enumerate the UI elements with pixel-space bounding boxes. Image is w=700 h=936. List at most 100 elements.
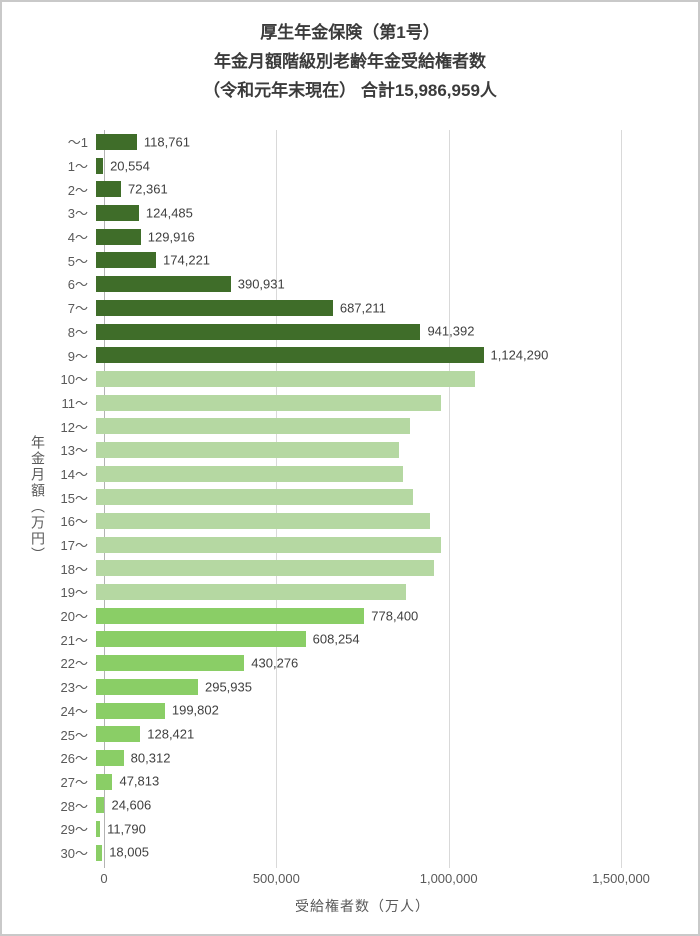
bar-row: 16〜 bbox=[2, 509, 698, 533]
category-label: 8〜 bbox=[67, 324, 88, 340]
category-label: 9〜 bbox=[67, 348, 88, 364]
bar-value-label: 20,554 bbox=[110, 158, 150, 174]
bar-row: 24〜 199,802 bbox=[2, 699, 698, 723]
bar-value-label: 80,312 bbox=[130, 750, 171, 766]
bar bbox=[96, 394, 441, 411]
bar-track bbox=[96, 509, 698, 533]
category-label: 13〜 bbox=[60, 443, 88, 459]
bar-row: 22〜 430,276 bbox=[2, 651, 698, 675]
category-label: 26〜 bbox=[60, 751, 88, 767]
category-label: 11〜 bbox=[61, 395, 89, 411]
bar-track bbox=[96, 533, 698, 557]
bar-value-label: 18,005 bbox=[109, 844, 149, 860]
bar-value-label: 390,931 bbox=[237, 276, 285, 292]
gridline bbox=[448, 130, 450, 868]
bar-row: 〜1 118,761 bbox=[2, 130, 698, 154]
bar-row: 20〜 778,400 bbox=[2, 604, 698, 628]
bar-track: 941,392 bbox=[96, 320, 698, 344]
category-label: 2〜 bbox=[67, 182, 88, 198]
bar bbox=[96, 441, 400, 458]
bar-rows: 〜1 118,761 1〜 20,554 2〜 72,361 3〜 124,485 4〜 129,… bbox=[2, 130, 698, 865]
bar bbox=[96, 749, 124, 766]
bar-track bbox=[96, 414, 698, 438]
category-label: 10〜 bbox=[60, 372, 88, 388]
bar-track bbox=[96, 580, 698, 604]
bar-track: 80,312 bbox=[96, 746, 698, 770]
bar-row: 3〜 124,485 bbox=[2, 201, 698, 225]
bar-track bbox=[96, 485, 698, 509]
bar-row: 12〜 bbox=[2, 414, 698, 438]
bar-value-label: 11,790 bbox=[107, 821, 146, 837]
bar-row: 7〜 687,211 bbox=[2, 296, 698, 320]
bar-value-label: 430,276 bbox=[251, 655, 299, 671]
category-label: 12〜 bbox=[60, 419, 88, 435]
bar-track: 18,005 bbox=[96, 841, 698, 865]
bar-value-label: 128,421 bbox=[147, 726, 195, 742]
bar bbox=[96, 418, 410, 435]
category-label: 27〜 bbox=[60, 774, 88, 790]
bar bbox=[96, 678, 198, 695]
bar bbox=[96, 560, 434, 577]
chart-title-line3: （令和元年末現在） 合計15,986,959人 bbox=[203, 81, 497, 100]
bar-row: 9〜 1,124,290 bbox=[2, 343, 698, 367]
bar-track: 608,254 bbox=[96, 627, 698, 651]
category-label: 〜1 bbox=[67, 135, 88, 151]
bar bbox=[96, 607, 365, 624]
bar-value-label: 24,606 bbox=[111, 797, 152, 813]
bar-row: 2〜 72,361 bbox=[2, 177, 698, 201]
bar-track: 174,221 bbox=[96, 248, 698, 272]
category-label: 14〜 bbox=[60, 466, 88, 482]
category-label: 19〜 bbox=[60, 585, 88, 601]
bar-row: 13〜 bbox=[2, 438, 698, 462]
category-label: 1〜 bbox=[67, 159, 88, 175]
bar-value-label: 941,392 bbox=[427, 323, 475, 339]
bar-track bbox=[96, 462, 698, 486]
bar-row: 1〜 20,554 bbox=[2, 154, 698, 178]
category-label: 3〜 bbox=[67, 206, 88, 222]
bar-row: 8〜 941,392 bbox=[2, 320, 698, 344]
bar bbox=[96, 702, 165, 719]
bar-track: 118,761 bbox=[96, 130, 698, 154]
category-label: 30〜 bbox=[60, 845, 88, 861]
bar-row: 18〜 bbox=[2, 556, 698, 580]
bar bbox=[96, 276, 231, 293]
bar-row: 19〜 bbox=[2, 580, 698, 604]
bar-track: 295,935 bbox=[96, 675, 698, 699]
x-tick-label: 0 bbox=[100, 871, 108, 886]
category-label: 5〜 bbox=[67, 253, 88, 269]
bar-track: 124,485 bbox=[96, 201, 698, 225]
bar bbox=[96, 228, 141, 245]
bar bbox=[96, 726, 141, 743]
bar-value-label: 118,761 bbox=[143, 134, 190, 150]
bar-row: 29〜 11,790 bbox=[2, 817, 698, 841]
bar bbox=[96, 157, 104, 174]
bar bbox=[96, 134, 137, 150]
bar bbox=[96, 513, 431, 529]
bar-track: 129,916 bbox=[96, 225, 698, 249]
bar bbox=[96, 820, 101, 837]
bar-row: 15〜 bbox=[2, 485, 698, 509]
category-label: 23〜 bbox=[60, 680, 88, 696]
bar-row: 4〜 129,916 bbox=[2, 225, 698, 249]
bar-row: 5〜 174,221 bbox=[2, 248, 698, 272]
bar-value-label: 72,361 bbox=[127, 181, 168, 197]
x-tick-label: 1,500,000 bbox=[592, 871, 650, 886]
bar bbox=[96, 773, 113, 790]
bar-value-label: 199,802 bbox=[171, 702, 219, 718]
category-label: 24〜 bbox=[60, 703, 88, 719]
bar-track bbox=[96, 556, 698, 580]
category-label: 28〜 bbox=[60, 798, 88, 814]
chart-title-line1: 厚生年金保険（第1号） bbox=[260, 23, 440, 42]
bar-value-label: 47,813 bbox=[119, 773, 160, 789]
bar-row: 21〜 608,254 bbox=[2, 627, 698, 651]
bar-track: 24,606 bbox=[96, 793, 698, 817]
category-label: 29〜 bbox=[60, 822, 88, 838]
bar-track: 778,400 bbox=[96, 604, 698, 628]
bar-row: 17〜 bbox=[2, 533, 698, 557]
bar bbox=[96, 181, 121, 198]
category-label: 21〜 bbox=[60, 632, 88, 648]
bar bbox=[96, 370, 476, 387]
bar-track bbox=[96, 438, 698, 462]
bar-track: 11,790 bbox=[96, 817, 698, 841]
bar bbox=[96, 489, 414, 506]
